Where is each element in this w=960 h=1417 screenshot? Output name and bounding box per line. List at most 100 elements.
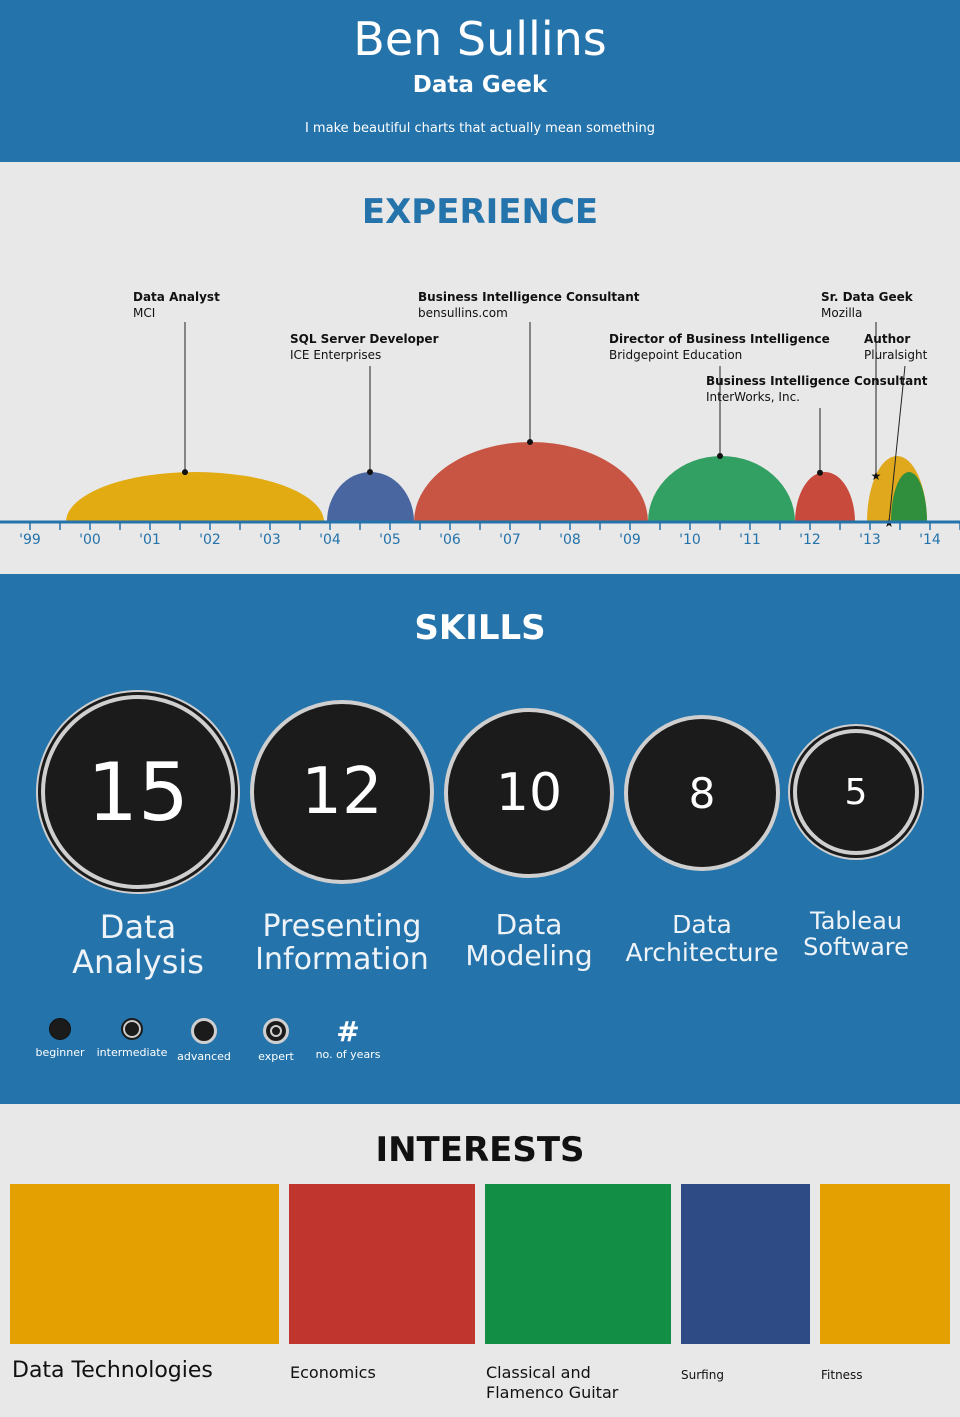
interest-label: Surfing xyxy=(681,1368,724,1382)
job-title: Director of Business Intelligence xyxy=(609,332,830,346)
experience-section: EXPERIENCE ★★'99'00'01'02'03'04'05'06'07… xyxy=(0,162,960,574)
profile-role: Data Geek xyxy=(412,72,548,98)
bordered-circle-icon xyxy=(191,1018,217,1044)
skill-label: Data Modeling xyxy=(465,908,593,972)
skill-years: 10 xyxy=(495,763,563,823)
skill-years: 12 xyxy=(301,755,383,829)
year-label: '01 xyxy=(139,532,161,548)
job-marker xyxy=(367,469,373,476)
legend-beginner: beginner xyxy=(20,1018,100,1059)
job-marker xyxy=(717,453,723,460)
job-company: Bridgepoint Education xyxy=(609,348,743,362)
interest-tile-guitar xyxy=(485,1184,671,1344)
job-marker xyxy=(182,469,188,476)
skill-years: 15 xyxy=(87,745,189,839)
experience-timeline: ★★'99'00'01'02'03'04'05'06'07'08'09'10'1… xyxy=(0,322,960,548)
year-label: '10 xyxy=(679,532,701,548)
job-label-bi-consultant-bensullins: Business Intelligence Consultant bensull… xyxy=(418,289,640,321)
year-label: '03 xyxy=(259,532,281,548)
year-label: '05 xyxy=(379,532,401,548)
skill-years-badge: 12 xyxy=(250,700,434,884)
target-circle-icon xyxy=(263,1018,289,1044)
skill-label: Data Architecture xyxy=(625,910,779,967)
skill-label: Tableau Software xyxy=(803,907,909,962)
year-label: '14 xyxy=(919,532,941,548)
skill-years-badge: 8 xyxy=(624,715,780,871)
job-company: Pluralsight xyxy=(864,348,928,362)
skill-years-badge: 10 xyxy=(444,708,614,878)
interest-tile-data-technologies xyxy=(10,1184,279,1344)
interest-label: Classical and Flamenco Guitar xyxy=(486,1363,619,1402)
job-arc xyxy=(891,472,927,522)
profile-tagline: I make beautiful charts that actually me… xyxy=(304,121,656,136)
legend-label: beginner xyxy=(35,1046,85,1059)
job-title: Sr. Data Geek xyxy=(821,290,913,304)
job-label-data-analyst: Data Analyst MCI xyxy=(133,289,220,321)
year-label: '09 xyxy=(619,532,641,548)
year-label: '12 xyxy=(799,532,821,548)
job-company: ICE Enterprises xyxy=(290,348,382,362)
job-arc xyxy=(327,472,414,522)
interests-title: INTERESTS xyxy=(375,1130,585,1170)
legend-label: advanced xyxy=(177,1050,231,1063)
job-label-bi-consultant-interworks: Business Intelligence Consultant InterWo… xyxy=(706,373,928,405)
skill-label: Data Analysis xyxy=(72,908,204,982)
skill-years: 8 xyxy=(688,768,716,818)
skills-section: SKILLS 15 Data Analysis 12 Presenting In… xyxy=(0,574,960,1104)
skills-title: SKILLS xyxy=(414,608,546,648)
interest-label: Fitness xyxy=(821,1368,863,1382)
interest-label: Economics xyxy=(290,1363,376,1382)
year-label: '07 xyxy=(499,532,521,548)
year-label: '08 xyxy=(559,532,581,548)
job-company: bensullins.com xyxy=(418,306,508,320)
job-connector xyxy=(888,365,906,523)
year-label: '13 xyxy=(859,532,881,548)
filled-circle-icon xyxy=(49,1018,71,1040)
job-title: Author xyxy=(864,332,911,346)
legend-label: intermediate xyxy=(96,1046,168,1059)
interest-label: Data Technologies xyxy=(12,1358,213,1383)
legend-years: # no. of years xyxy=(308,1015,388,1062)
interest-tile-fitness xyxy=(820,1184,950,1344)
legend-label: no. of years xyxy=(315,1048,381,1061)
legend-expert: expert xyxy=(236,1018,316,1063)
job-label-director-bi: Director of Business Intelligence Bridge… xyxy=(609,331,830,363)
legend-label: expert xyxy=(258,1050,294,1063)
year-label: '99 xyxy=(19,532,41,548)
job-company: MCI xyxy=(133,306,156,320)
job-marker xyxy=(527,439,533,446)
job-company: InterWorks, Inc. xyxy=(706,390,800,404)
job-arc xyxy=(795,472,855,522)
job-marker xyxy=(817,469,823,476)
year-label: '06 xyxy=(439,532,461,548)
skill-label: Presenting Information xyxy=(255,909,429,977)
legend-advanced: advanced xyxy=(164,1018,244,1063)
job-arc xyxy=(648,456,795,522)
profile-name: Ben Sullins xyxy=(353,12,607,66)
job-label-sr-data-geek: Sr. Data Geek Mozilla xyxy=(821,289,913,321)
job-title: Business Intelligence Consultant xyxy=(706,374,928,388)
experience-title: EXPERIENCE xyxy=(361,192,599,232)
year-label: '00 xyxy=(79,532,101,548)
interest-tile-economics xyxy=(289,1184,475,1344)
job-label-author: Author Pluralsight xyxy=(864,331,927,363)
year-label: '11 xyxy=(739,532,761,548)
year-label: '04 xyxy=(319,532,341,548)
job-title: Business Intelligence Consultant xyxy=(418,290,640,304)
skill-years: 5 xyxy=(844,771,868,813)
header: Ben Sullins Data Geek I make beautiful c… xyxy=(0,0,960,162)
year-label: '02 xyxy=(199,532,221,548)
job-company: Mozilla xyxy=(821,306,863,320)
job-label-sql-server-developer: SQL Server Developer ICE Enterprises xyxy=(290,331,439,363)
skill-years-badge: 5 xyxy=(793,729,919,855)
job-arc xyxy=(66,472,324,522)
interest-tile-surfing xyxy=(681,1184,810,1344)
ringed-circle-icon xyxy=(121,1018,143,1040)
skill-years-badge: 15 xyxy=(41,695,235,889)
job-arc xyxy=(414,442,648,522)
job-title: SQL Server Developer xyxy=(290,332,439,346)
interests-section: INTERESTS Data Technologies Economics Cl… xyxy=(0,1104,960,1417)
job-title: Data Analyst xyxy=(133,290,220,304)
star-marker: ★ xyxy=(871,469,882,483)
hash-icon: # xyxy=(336,1015,360,1048)
